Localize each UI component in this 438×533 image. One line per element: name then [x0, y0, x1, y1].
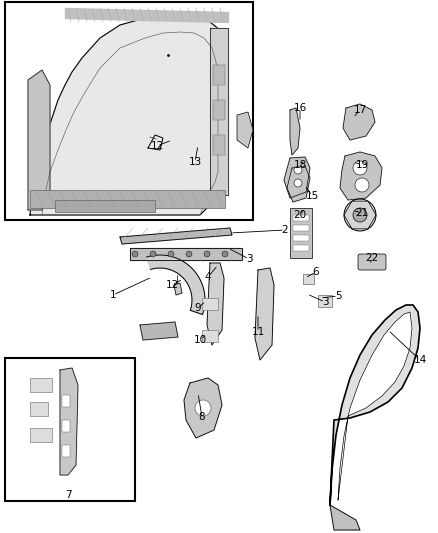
- Polygon shape: [28, 70, 50, 210]
- Polygon shape: [343, 104, 375, 140]
- Text: 15: 15: [305, 191, 318, 201]
- Circle shape: [204, 251, 210, 257]
- Text: 3: 3: [246, 254, 252, 264]
- Bar: [213, 135, 225, 155]
- Circle shape: [168, 251, 174, 257]
- Polygon shape: [147, 255, 205, 314]
- Text: 7: 7: [65, 490, 71, 500]
- Text: 13: 13: [188, 157, 201, 167]
- Text: 12: 12: [166, 280, 179, 290]
- Circle shape: [150, 251, 156, 257]
- Bar: [303, 274, 314, 284]
- Circle shape: [195, 400, 211, 416]
- Text: 14: 14: [413, 355, 427, 365]
- Circle shape: [355, 178, 369, 192]
- Text: 4: 4: [205, 272, 211, 282]
- Bar: [293, 215, 309, 221]
- Text: 3: 3: [321, 297, 328, 307]
- Circle shape: [222, 251, 228, 257]
- Polygon shape: [340, 152, 382, 200]
- Bar: [293, 235, 309, 241]
- Bar: [318, 295, 332, 307]
- Circle shape: [344, 199, 376, 231]
- Text: 21: 21: [355, 208, 369, 218]
- Text: 12: 12: [150, 141, 164, 151]
- Bar: [202, 330, 218, 342]
- Bar: [5, 358, 135, 501]
- Bar: [30, 190, 225, 208]
- Bar: [213, 100, 225, 120]
- Polygon shape: [184, 378, 222, 438]
- Bar: [30, 402, 48, 416]
- FancyBboxPatch shape: [358, 254, 386, 270]
- Text: 17: 17: [353, 105, 367, 115]
- Circle shape: [294, 179, 302, 187]
- Bar: [293, 245, 309, 251]
- Text: 1: 1: [110, 290, 117, 300]
- Bar: [62, 445, 70, 457]
- Polygon shape: [207, 263, 224, 345]
- Polygon shape: [330, 505, 360, 530]
- Bar: [5, 2, 253, 220]
- Circle shape: [132, 251, 138, 257]
- Text: 8: 8: [199, 412, 205, 422]
- Polygon shape: [140, 322, 178, 340]
- Bar: [62, 395, 70, 407]
- Text: 2: 2: [282, 225, 288, 235]
- Bar: [293, 225, 309, 231]
- Text: 10: 10: [194, 335, 207, 345]
- Polygon shape: [237, 112, 253, 148]
- Polygon shape: [210, 28, 228, 195]
- Text: 22: 22: [365, 253, 378, 263]
- Text: 19: 19: [355, 160, 369, 170]
- Circle shape: [186, 251, 192, 257]
- Circle shape: [353, 208, 367, 222]
- Polygon shape: [30, 15, 228, 215]
- Polygon shape: [130, 248, 242, 260]
- Bar: [30, 428, 52, 442]
- Bar: [55, 200, 155, 212]
- Polygon shape: [338, 312, 412, 500]
- Text: 9: 9: [194, 303, 201, 313]
- Text: 18: 18: [293, 160, 307, 170]
- Text: 11: 11: [251, 327, 265, 337]
- Polygon shape: [255, 268, 274, 360]
- Circle shape: [353, 161, 367, 175]
- Bar: [290, 208, 312, 258]
- Polygon shape: [284, 157, 310, 198]
- Text: 20: 20: [293, 210, 307, 220]
- Circle shape: [294, 166, 302, 174]
- Bar: [202, 298, 218, 310]
- Text: 6: 6: [313, 267, 319, 277]
- Text: 5: 5: [335, 291, 341, 301]
- Text: 16: 16: [293, 103, 307, 113]
- Polygon shape: [120, 228, 232, 244]
- Polygon shape: [290, 108, 300, 155]
- Polygon shape: [287, 166, 310, 202]
- Bar: [62, 420, 70, 432]
- Polygon shape: [60, 368, 78, 475]
- Polygon shape: [174, 283, 182, 295]
- Bar: [213, 65, 225, 85]
- Polygon shape: [330, 305, 420, 505]
- Bar: [30, 378, 52, 392]
